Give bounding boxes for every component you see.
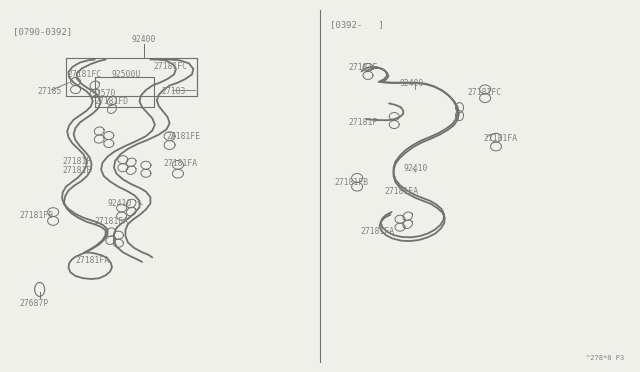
Text: 27181FA: 27181FA: [360, 227, 394, 236]
Text: 27181FA: 27181FA: [163, 159, 197, 168]
Text: 92410: 92410: [403, 164, 428, 173]
Text: 27181FB: 27181FB: [19, 211, 53, 220]
Text: 27181FC: 27181FC: [154, 62, 188, 71]
Text: 27185: 27185: [37, 87, 61, 96]
Text: ^278*0 P3: ^278*0 P3: [586, 355, 624, 361]
Text: 27181FC: 27181FC: [67, 70, 101, 79]
Text: 92400: 92400: [132, 35, 156, 44]
Text: 27183: 27183: [161, 87, 186, 96]
Text: 27181F: 27181F: [63, 166, 92, 174]
Text: 27181FA: 27181FA: [483, 134, 517, 143]
Text: [0790-0392]: [0790-0392]: [13, 27, 72, 36]
Text: 27181F: 27181F: [349, 118, 378, 126]
Text: 27181FC: 27181FC: [467, 88, 501, 97]
Text: 92570: 92570: [92, 89, 116, 98]
Text: 27181FA: 27181FA: [95, 217, 129, 226]
Text: [0392-   ]: [0392- ]: [330, 20, 383, 29]
Text: 27181FA: 27181FA: [76, 256, 109, 265]
Text: 27181FA: 27181FA: [384, 187, 418, 196]
Text: 27687P: 27687P: [19, 299, 49, 308]
Text: 92410: 92410: [108, 199, 132, 208]
Text: 27181F: 27181F: [63, 157, 92, 166]
Text: 27181FD: 27181FD: [95, 97, 129, 106]
Text: 92400: 92400: [400, 79, 424, 88]
Text: 27181F: 27181F: [349, 63, 378, 72]
Text: 92500U: 92500U: [112, 70, 141, 79]
Text: 27181FB: 27181FB: [335, 178, 369, 187]
Text: 27181FE: 27181FE: [166, 132, 200, 141]
